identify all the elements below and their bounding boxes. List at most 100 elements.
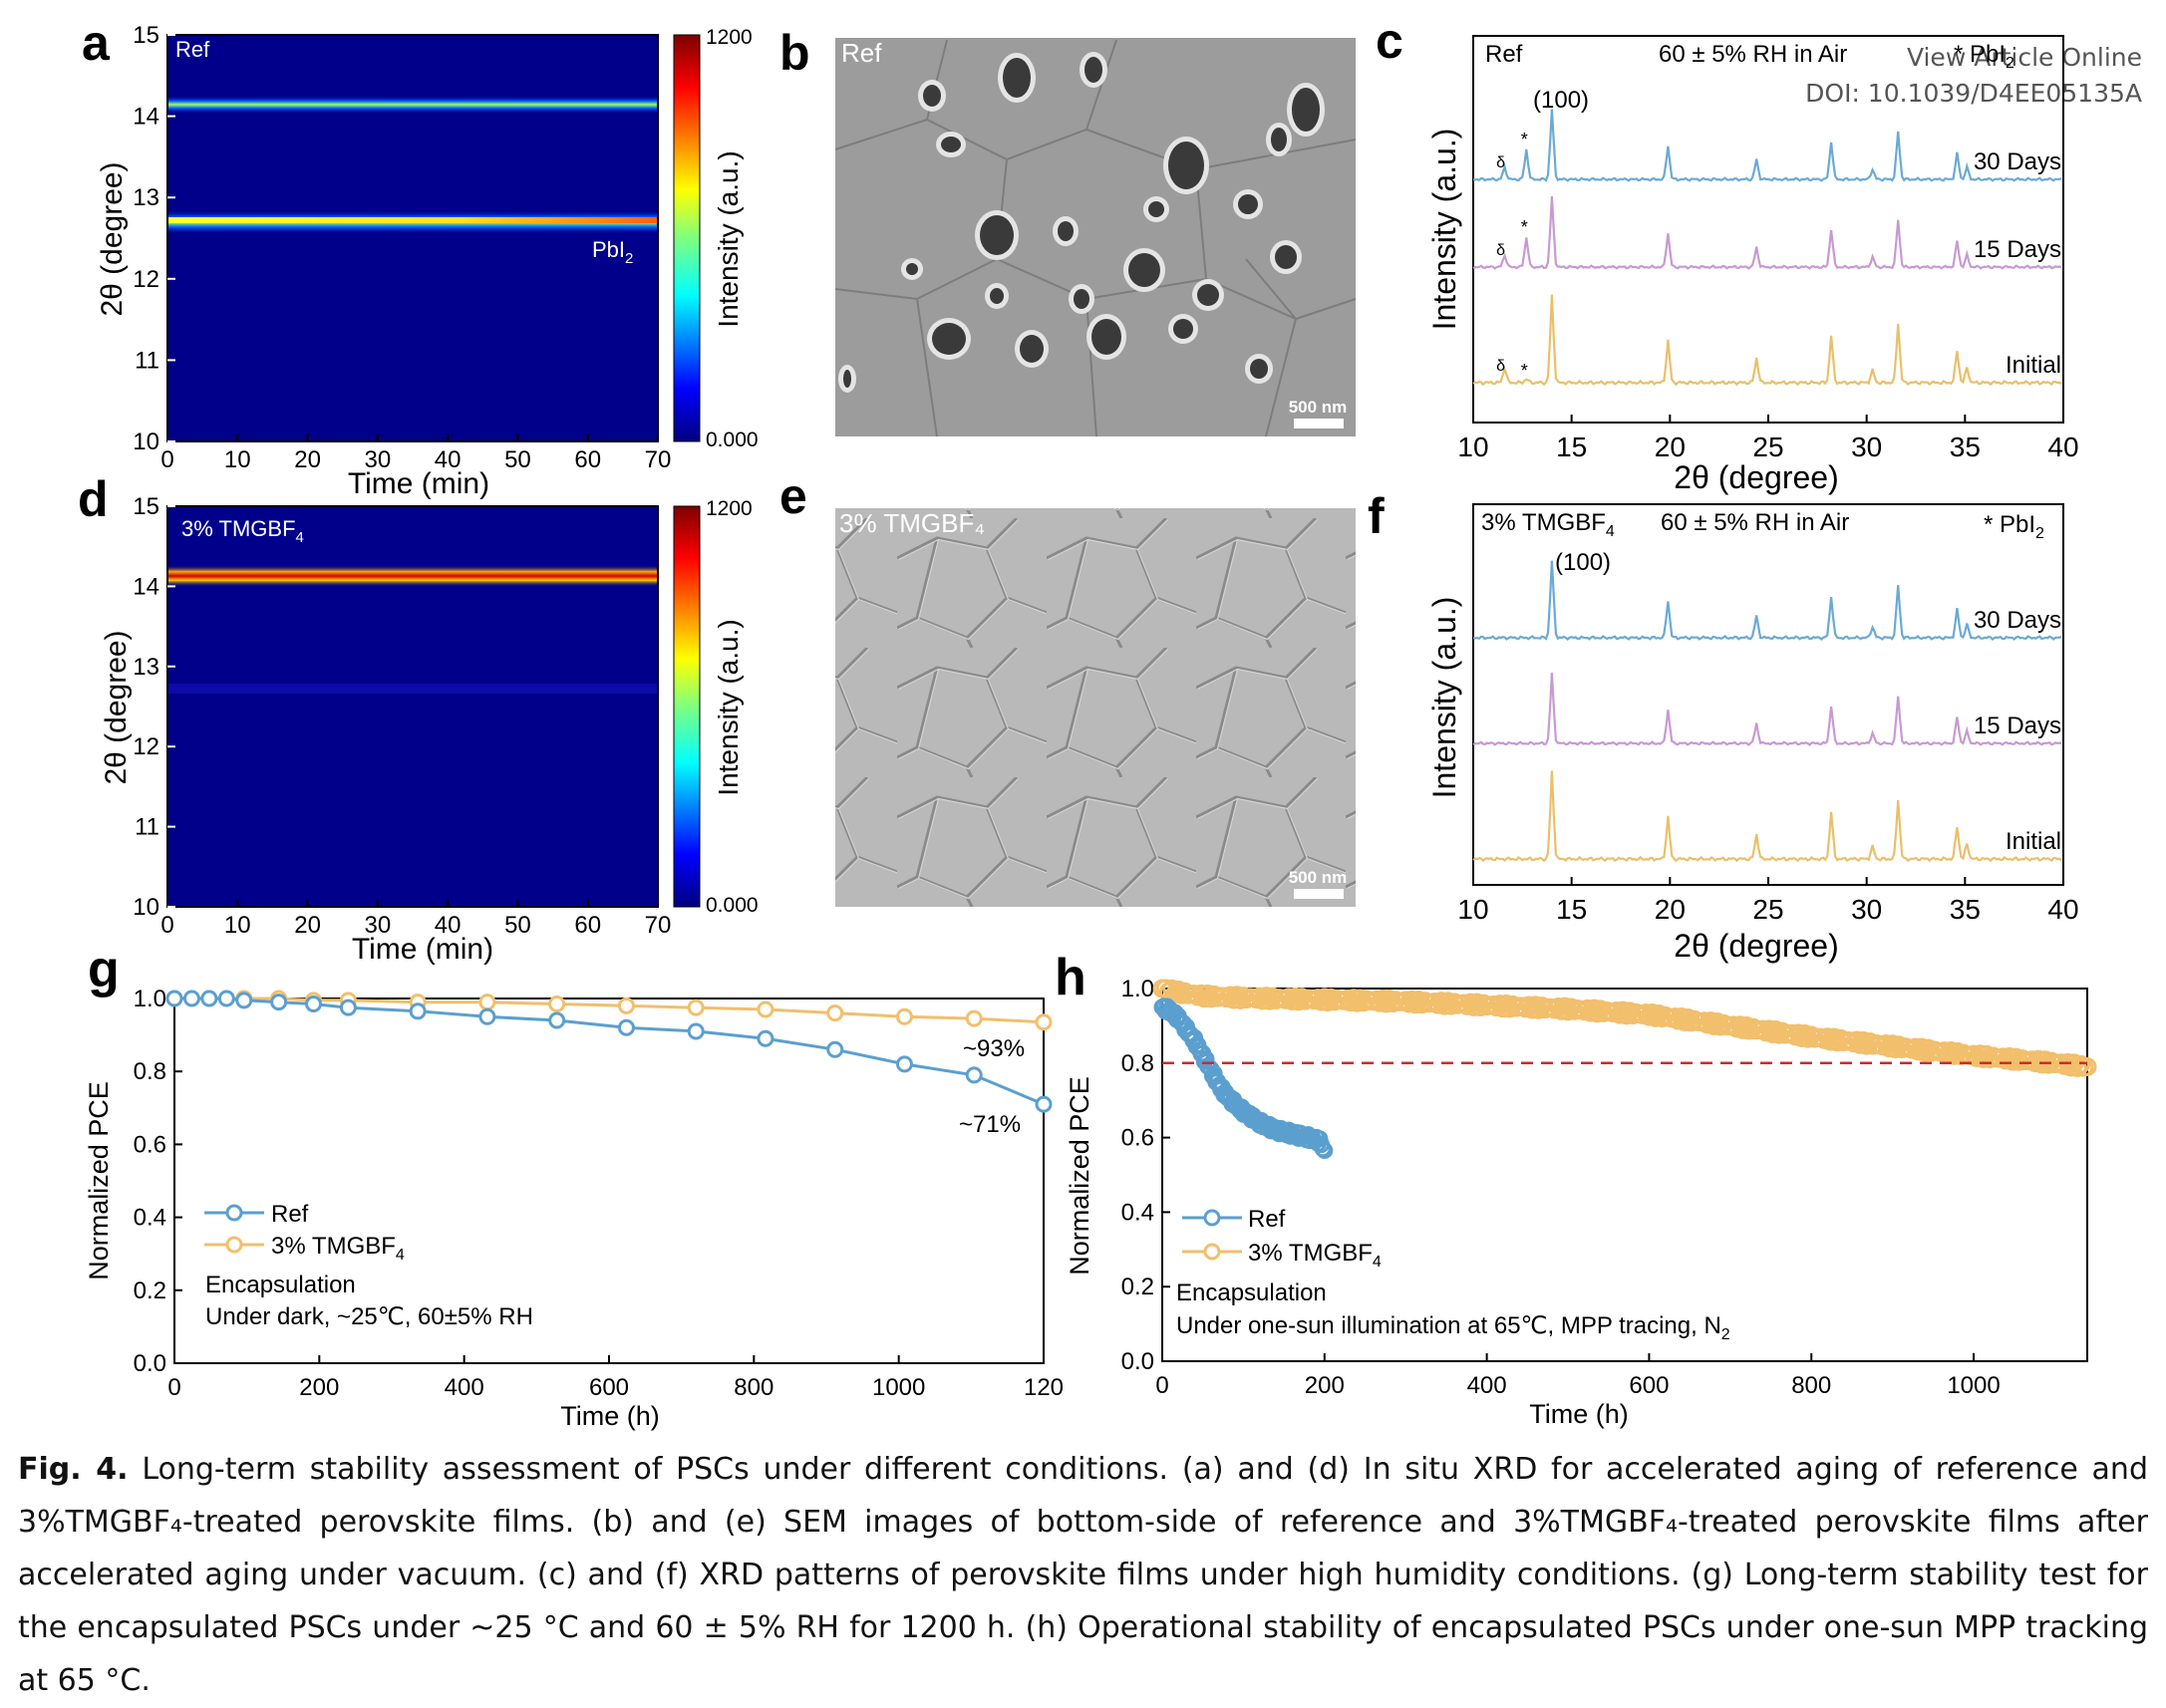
panel-letter-g: g: [88, 941, 120, 998]
xrd-c-trace-labels: 30 Days δ * 15 Days δ * Initial δ *: [1496, 130, 2061, 381]
x-tick-label: 40: [435, 912, 462, 939]
sem-void: [906, 263, 918, 275]
y-tick-label: 14: [133, 573, 159, 600]
plot-g-ann-tmg: ~93%: [963, 1035, 1025, 1062]
x-tick-label: 20: [1655, 431, 1686, 462]
doi-text: DOI: 10.1039/D4EE05135A: [1805, 79, 2142, 108]
data-point-g: [478, 994, 496, 1011]
panel-letter-f: f: [1368, 488, 1385, 544]
heatmap-d-x-ticks: 0 10 20 30 40 50 60 70: [160, 899, 671, 939]
y-tick-label: 15: [133, 493, 159, 520]
heatmap-d-band-14-halo: [168, 565, 657, 587]
plot-h-legend: Ref 3% TMGBF4: [1182, 1206, 1382, 1271]
article-watermark: View Article Online DOI: 10.1039/D4EE051…: [1805, 40, 2142, 112]
plot-g-series: [165, 990, 1053, 1113]
sem-void: [1173, 319, 1193, 339]
panel-letter-a: a: [82, 15, 111, 71]
plot-h-note1: Encapsulation: [1176, 1280, 1327, 1306]
heatmap-a-tag: Ref: [175, 37, 210, 62]
data-point-g: [165, 990, 183, 1007]
plot-h-series: [1152, 979, 2097, 1160]
x-tick-label: 30: [1851, 894, 1882, 925]
pbi2-marker: *: [1521, 217, 1528, 237]
xrd-f-traces: [1472, 560, 2062, 863]
data-point-h-ref: [1316, 1142, 1334, 1160]
data-point-g: [757, 1000, 774, 1018]
xrd-trace-f-1: [1472, 673, 2062, 746]
x-tick-label: 10: [224, 446, 251, 473]
plot-h-legend-ref: Ref: [1248, 1206, 1286, 1233]
plot-g-note1: Encapsulation: [205, 1272, 356, 1298]
x-tick-label: 40: [2047, 894, 2078, 925]
xrd-c-x-label: 2θ (degree): [1674, 459, 1838, 495]
figure-caption: Fig. 4. Long-term stability assessment o…: [18, 1443, 2148, 1707]
data-point-g: [478, 1007, 496, 1025]
data-point-g: [617, 1018, 635, 1036]
data-point-h-tmg: [1155, 979, 1175, 998]
plot-g-legend-tmg: 3% TMGBF4: [271, 1233, 405, 1264]
data-point-g: [965, 1066, 983, 1084]
panel-g: g 0.0 0.2 0.4 0.6 0.8 1.0 0 200 400 600 800 1000 120…: [84, 941, 1064, 1431]
data-point-h-tmg: [1847, 1030, 1867, 1050]
sem-void: [941, 137, 961, 152]
sem-void: [1003, 58, 1031, 98]
data-point-h-tmg: [1905, 1037, 1925, 1057]
figure-4: a Ref PbI2 0 10 20 30 40 50 60 70 101112131415 …: [78, 13, 2097, 1431]
data-point-h-tmg: [1723, 1015, 1743, 1035]
data-point-h-tmg: [1636, 1003, 1656, 1023]
x-tick-label: 15: [1556, 431, 1587, 462]
y-tick-label: 0.0: [134, 1350, 166, 1377]
data-point-g: [965, 1009, 983, 1027]
delta-marker: δ: [1496, 154, 1505, 171]
sem-void: [980, 215, 1014, 255]
x-tick-label: 35: [1950, 431, 1981, 462]
data-point-g: [617, 996, 635, 1014]
y-tick-label: 0.2: [1121, 1274, 1154, 1300]
colorbar-d: [673, 505, 701, 908]
sem-void: [923, 85, 941, 107]
y-tick-label: 11: [135, 814, 159, 841]
data-point-g: [687, 1022, 705, 1040]
panel-h: h 0.0 0.2 0.4 0.6 0.8 1.0 0 200 400 600 800 1000 Re…: [1055, 949, 2097, 1429]
xrd-c-condition: 60 ± 5% RH in Air: [1659, 41, 1847, 68]
sem-void: [1168, 142, 1204, 189]
panel-a: a Ref PbI2 0 10 20 30 40 50 60 70 101112131415 …: [82, 15, 759, 500]
xrd-c-y-label: Intensity (a.u.): [1426, 129, 1462, 331]
xrd-trace-c-1: [1472, 196, 2062, 270]
x-tick-label: 800: [1791, 1372, 1831, 1399]
data-point-g: [1035, 1013, 1053, 1031]
panel-b: b Ref 500 nm: [779, 25, 1357, 437]
xrd-c-traces: [1472, 109, 2062, 387]
x-tick-label: 40: [2047, 431, 2078, 462]
x-tick-label: 60: [574, 446, 601, 473]
heatmap-a-x-ticks: 0 10 20 30 40 50 60 70: [160, 433, 671, 473]
heatmap-a-y-label: 2θ (degree): [96, 161, 129, 316]
series-line-g: [174, 996, 1045, 1106]
y-tick-label: 0.8: [134, 1058, 166, 1085]
x-tick-label: 20: [1655, 894, 1686, 925]
view-article-link[interactable]: View Article Online: [1906, 43, 2142, 72]
sem-void: [1020, 335, 1044, 363]
data-point-g: [826, 1004, 844, 1022]
xrd-trace-label: 15 Days: [1974, 236, 2061, 263]
data-point-g: [339, 998, 357, 1016]
y-tick-label: 14: [133, 104, 159, 131]
sem-void: [1292, 88, 1320, 132]
pbi2-marker: *: [1521, 361, 1528, 381]
y-tick-label: 0.4: [134, 1205, 166, 1232]
xrd-trace-c-0: [1472, 109, 2062, 182]
x-tick-label: 10: [1457, 894, 1488, 925]
xrd-c-peak-100: (100): [1533, 87, 1589, 114]
xrd-c-tag: Ref: [1485, 41, 1523, 68]
sem-void: [1238, 194, 1258, 214]
sem-void: [1148, 201, 1164, 217]
x-tick-label: 0: [1155, 1372, 1168, 1399]
panel-d: d 3% TMGBF4 0 10 20 30 40 50 60 70 101112131415…: [78, 471, 759, 966]
xrd-trace-label: 30 Days: [1974, 607, 2061, 634]
xrd-f-peak-100: (100): [1555, 549, 1611, 576]
x-tick-label: 30: [1851, 431, 1882, 462]
y-tick-label: 1.0: [1121, 976, 1154, 1002]
data-point-g: [548, 1011, 566, 1029]
x-tick-label: 600: [589, 1374, 629, 1401]
x-tick-label: 10: [1457, 431, 1488, 462]
